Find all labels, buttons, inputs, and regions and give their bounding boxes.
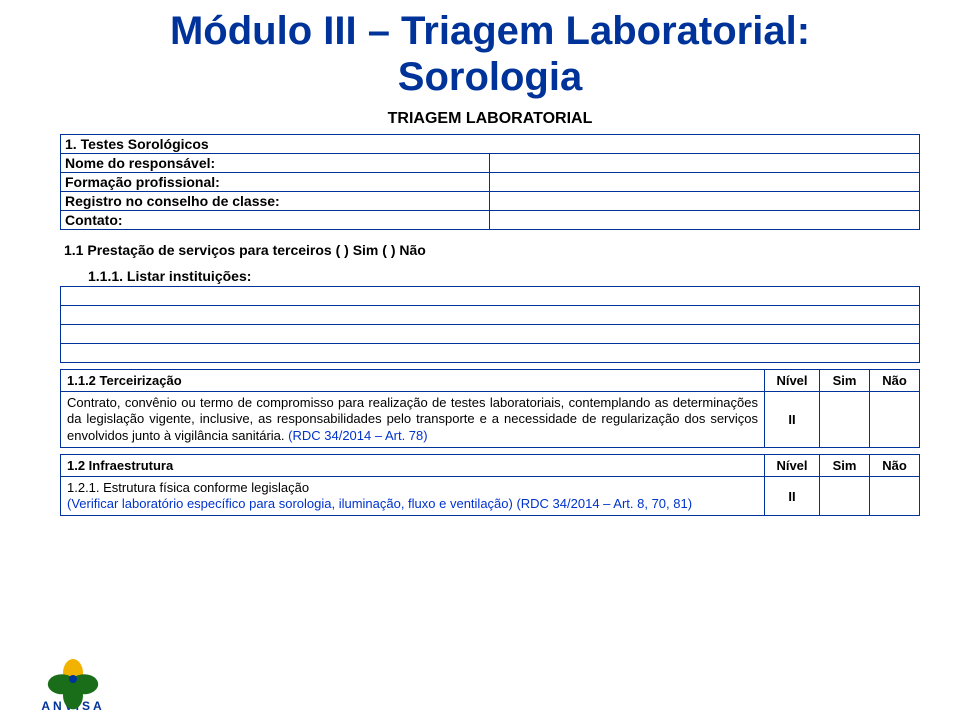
empty-row [61, 306, 920, 325]
empty-row [61, 325, 920, 344]
th-nivel: Nível [765, 454, 820, 476]
th-desc: 1.2 Infraestrutura [61, 454, 765, 476]
th-nivel: Nível [765, 370, 820, 392]
row-value [490, 154, 920, 173]
title-line-1: Módulo III – Triagem Laboratorial: [170, 9, 810, 53]
th-sim: Sim [820, 454, 870, 476]
row-label: Contato: [61, 211, 490, 230]
empty-row [61, 344, 920, 363]
desc-ref2: (RDC 34/2014 – Art. 8, 70, 81) [513, 496, 692, 511]
td-nao [870, 476, 920, 516]
title-line-2: Sorologia [398, 55, 582, 99]
td-sim [820, 392, 870, 448]
td-nivel: II [765, 476, 820, 516]
row-label: Formação profissional: [61, 173, 490, 192]
row-value [490, 192, 920, 211]
th-nao: Não [870, 454, 920, 476]
anvisa-logo: ANVISA [18, 649, 128, 713]
row-value [490, 211, 920, 230]
empty-row [61, 287, 920, 306]
logo-mark-icon [49, 649, 97, 697]
page-title: Módulo III – Triagem Laboratorial: Sorol… [60, 8, 920, 100]
td-desc: Contrato, convênio ou termo de compromis… [61, 392, 765, 448]
instituicoes-table [60, 286, 920, 363]
row-value [490, 173, 920, 192]
row-label: Registro no conselho de classe: [61, 192, 490, 211]
th-sim: Sim [820, 370, 870, 392]
td-nao [870, 392, 920, 448]
section1-table: 1. Testes Sorológicos Nome do responsáve… [60, 134, 920, 230]
section111-heading: 1.1.1. Listar instituições: [60, 266, 920, 286]
desc-line1: 1.2.1. Estrutura física conforme legisla… [67, 480, 309, 495]
desc-ref: (RDC 34/2014 – Art. 78) [288, 428, 427, 443]
desc-ref1: (Verificar laboratório específico para s… [67, 496, 513, 511]
th-nao: Não [870, 370, 920, 392]
slide-subtitle: TRIAGEM LABORATORIAL [60, 110, 920, 128]
table-infraestrutura: 1.2 Infraestrutura Nível Sim Não 1.2.1. … [60, 454, 920, 517]
table-terceirizacao: 1.1.2 Terceirização Nível Sim Não Contra… [60, 369, 920, 448]
row-label: Nome do responsável: [61, 154, 490, 173]
td-desc: 1.2.1. Estrutura física conforme legisla… [61, 476, 765, 516]
section11-heading: 1.1 Prestação de serviços para terceiros… [60, 240, 920, 260]
td-nivel: II [765, 392, 820, 448]
td-sim [820, 476, 870, 516]
th-desc: 1.1.2 Terceirização [61, 370, 765, 392]
section1-heading: 1. Testes Sorológicos [61, 135, 920, 154]
